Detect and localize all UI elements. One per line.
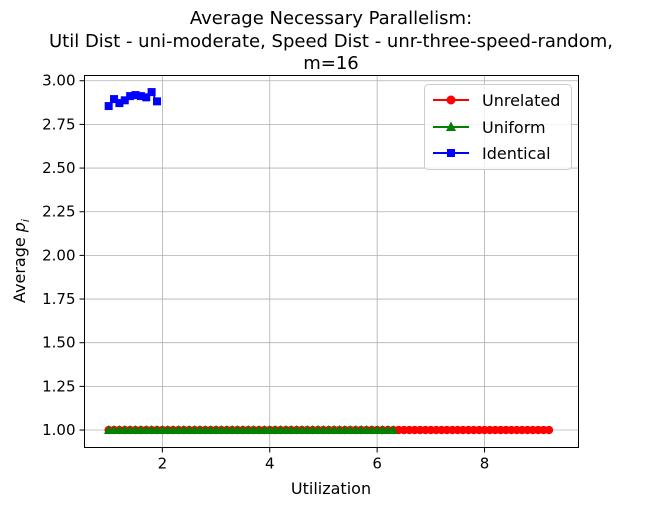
- x-tick-label: 2: [158, 455, 168, 473]
- legend-label-unrelated: Unrelated: [482, 91, 560, 110]
- x-tick-label: 4: [265, 455, 275, 473]
- legend-marker-unrelated: [446, 95, 456, 105]
- legend-item-identical: Identical: [433, 144, 551, 163]
- y-axis-label: Average pi: [10, 219, 32, 303]
- data-point-unrelated: [544, 425, 554, 435]
- y-tick-label: 1.00: [42, 421, 75, 439]
- x-tick-label: 6: [372, 455, 382, 473]
- data-point-identical: [120, 96, 129, 105]
- data-point-identical: [152, 97, 161, 106]
- y-tick-label: 1.50: [42, 334, 75, 352]
- data-point-identical: [136, 92, 145, 101]
- y-tick-label: 2.75: [42, 115, 75, 133]
- data-point-identical: [115, 99, 124, 108]
- y-axis-ticks: 1.00 1.25 1.50 1.75 2.00 2.25 2.50 2.75 3.00: [42, 72, 85, 439]
- chart-title: Average Necessary Parallelism: Util Dist…: [49, 8, 613, 74]
- y-tick-label: 2.50: [42, 159, 75, 177]
- y-axis-label-sub: i: [19, 219, 32, 222]
- y-tick-label: 1.25: [42, 377, 75, 395]
- y-axis-label-main: Average: [10, 232, 29, 303]
- series-uniform: [103, 425, 398, 435]
- data-point-uniform: [388, 425, 398, 435]
- legend-label-uniform: Uniform: [482, 118, 546, 137]
- legend-marker-identical: [447, 149, 455, 157]
- legend-box: [424, 84, 572, 170]
- title-line-2: Util Dist - uni-moderate, Speed Dist - u…: [49, 31, 613, 52]
- data-point-identical: [147, 88, 156, 97]
- plot-data: [103, 88, 554, 435]
- data-point-identical: [131, 91, 140, 100]
- series-identical: [104, 88, 161, 111]
- y-tick-label: 1.75: [42, 290, 75, 308]
- legend-item-uniform: Uniform: [433, 118, 546, 137]
- data-point-identical: [142, 93, 151, 102]
- title-line-1: Average Necessary Parallelism:: [190, 8, 472, 29]
- legend-marker-uniform: [446, 121, 456, 131]
- legend-label-identical: Identical: [482, 144, 551, 163]
- x-axis-ticks: 2 4 6 8: [158, 447, 490, 473]
- y-tick-label: 2.25: [42, 203, 75, 221]
- y-tick-label: 2.00: [42, 246, 75, 264]
- x-tick-label: 8: [480, 455, 490, 473]
- y-axis-label-var: p: [10, 222, 29, 233]
- y-tick-label: 3.00: [42, 72, 75, 90]
- x-axis-label: Utilization: [291, 479, 371, 498]
- data-point-identical: [110, 95, 119, 104]
- plot-area-frame: [84, 75, 579, 448]
- legend: Unrelated Uniform Identical: [424, 84, 572, 170]
- legend-item-unrelated: Unrelated: [433, 91, 560, 110]
- data-point-identical: [126, 92, 135, 101]
- data-point-identical: [104, 102, 113, 111]
- title-line-3: m=16: [303, 53, 359, 74]
